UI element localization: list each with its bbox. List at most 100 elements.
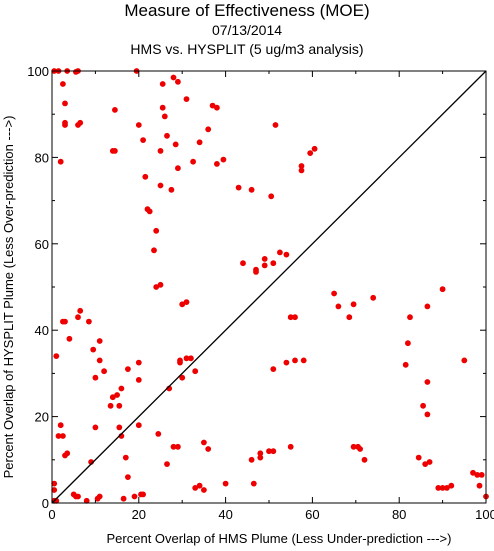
data-point xyxy=(270,260,277,267)
data-point xyxy=(101,368,107,375)
data-point xyxy=(357,446,363,452)
data-point xyxy=(159,81,166,87)
data-point xyxy=(135,122,142,128)
data-point xyxy=(55,433,62,439)
data-point xyxy=(448,482,455,489)
data-point xyxy=(248,456,255,463)
data-point xyxy=(183,96,190,102)
data-point xyxy=(298,163,305,169)
data-point xyxy=(112,148,118,154)
data-point xyxy=(120,495,127,502)
data-point xyxy=(140,491,147,498)
data-points xyxy=(51,68,489,504)
data-point xyxy=(151,247,157,254)
data-point xyxy=(83,497,90,504)
data-point xyxy=(57,422,64,429)
data-point xyxy=(420,402,426,409)
x-tick-label: 80 xyxy=(392,507,406,522)
data-point xyxy=(335,303,342,310)
data-point xyxy=(474,472,481,478)
data-point xyxy=(116,402,123,409)
chart-subtitle-comparison: HMS vs. HYSPLIT (5 ug/m3 analysis) xyxy=(130,41,364,57)
data-point xyxy=(422,461,429,467)
data-point xyxy=(478,472,485,478)
axis-ticks: 0 20 40 60 80 100 0 20 40 60 80 100 xyxy=(27,64,494,522)
data-point xyxy=(201,487,207,493)
data-point xyxy=(86,318,92,325)
data-point xyxy=(424,303,431,310)
data-point xyxy=(350,301,357,308)
data-point xyxy=(179,374,186,381)
data-point xyxy=(287,314,294,321)
data-point xyxy=(298,167,305,174)
data-point xyxy=(157,182,164,189)
data-point xyxy=(402,361,409,368)
data-point xyxy=(170,74,177,81)
data-point xyxy=(257,450,264,457)
data-point xyxy=(439,286,446,293)
data-point xyxy=(424,411,431,418)
data-point xyxy=(114,392,120,398)
data-point xyxy=(122,454,129,461)
data-point xyxy=(66,335,73,342)
y-tick-label: 40 xyxy=(35,323,49,338)
data-point xyxy=(77,307,84,314)
data-point xyxy=(140,137,147,144)
data-point xyxy=(161,113,168,120)
data-point xyxy=(266,448,272,455)
data-point xyxy=(201,439,207,446)
data-point xyxy=(96,493,103,500)
data-point xyxy=(164,132,170,139)
data-point xyxy=(292,314,298,321)
data-point xyxy=(62,100,68,107)
data-point xyxy=(175,165,181,172)
data-point xyxy=(135,359,142,366)
data-point xyxy=(125,474,131,480)
data-point xyxy=(287,443,294,450)
data-point xyxy=(96,357,103,364)
data-point xyxy=(92,424,99,431)
data-point xyxy=(135,422,142,429)
data-point xyxy=(75,493,81,500)
data-point xyxy=(96,338,103,344)
data-point xyxy=(75,314,81,321)
data-point xyxy=(53,353,60,359)
data-point xyxy=(60,433,66,439)
data-point xyxy=(307,150,314,157)
x-tick-label: 0 xyxy=(48,507,55,522)
data-point xyxy=(109,394,116,401)
data-point xyxy=(153,284,160,290)
data-point xyxy=(57,158,64,165)
data-point xyxy=(257,454,264,461)
data-point xyxy=(188,355,194,362)
data-point xyxy=(361,456,368,463)
data-point xyxy=(157,148,164,154)
data-point xyxy=(240,260,246,267)
data-point xyxy=(51,487,58,493)
data-point xyxy=(168,186,175,193)
data-point xyxy=(424,379,431,385)
data-point xyxy=(261,256,268,262)
data-point xyxy=(62,452,68,459)
data-point xyxy=(118,385,125,392)
data-point xyxy=(350,443,357,450)
x-tick-label: 20 xyxy=(132,507,146,522)
one-to-one-line xyxy=(51,70,487,504)
data-point xyxy=(172,141,179,148)
data-point xyxy=(283,251,290,258)
data-point xyxy=(183,299,190,305)
x-axis-label: Percent Overlap of HMS Plume (Less Under… xyxy=(107,531,452,546)
data-point xyxy=(370,294,377,301)
data-point xyxy=(92,374,99,381)
chart-subtitle-date: 07/13/2014 xyxy=(211,22,283,38)
data-point xyxy=(444,485,450,491)
data-point xyxy=(346,314,353,321)
data-point xyxy=(277,249,283,256)
y-tick-label: 80 xyxy=(35,150,49,165)
data-point xyxy=(112,107,118,113)
data-point xyxy=(183,355,190,362)
data-point xyxy=(250,480,257,487)
data-point xyxy=(90,346,97,353)
data-point xyxy=(153,227,160,234)
